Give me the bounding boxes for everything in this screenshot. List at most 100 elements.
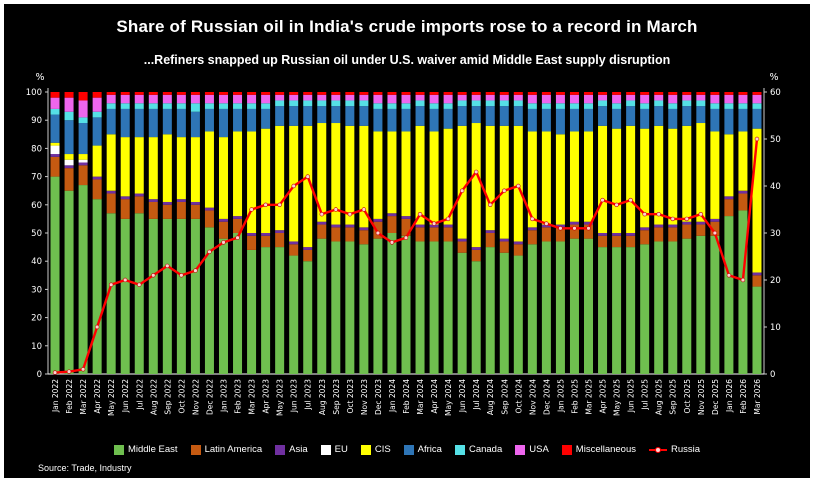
bar-segment (401, 103, 411, 109)
bar-segment (654, 227, 664, 242)
bar-segment (668, 128, 678, 225)
x-tick-label: Dec 2023 (374, 379, 383, 415)
bar-segment (598, 92, 608, 95)
bar-segment (626, 94, 636, 101)
legend-item-middle-east: Middle East (113, 444, 178, 455)
bar-segment (148, 108, 158, 138)
bar-segment (598, 233, 608, 236)
bar-segment (275, 247, 285, 374)
x-tick-label: May 2025 (613, 379, 622, 416)
bar-segment (555, 134, 565, 225)
x-tick-label: Jun 2022 (121, 379, 130, 413)
bar-segment (401, 94, 411, 104)
bar-segment (654, 100, 664, 107)
russia-line-marker (403, 235, 409, 240)
bar-segment (527, 103, 537, 109)
bar-segment (612, 233, 622, 236)
bar-segment (527, 131, 537, 228)
bar-segment (162, 204, 172, 219)
bar-segment (682, 238, 692, 374)
bar-segment (738, 92, 748, 95)
bar-segment (190, 111, 200, 138)
bar-segment (64, 120, 74, 155)
bar-segment (373, 131, 383, 219)
bar-segment (415, 94, 425, 101)
bar-segment (710, 103, 720, 109)
x-tick-label: Feb 2026 (739, 379, 748, 414)
bar-segment (317, 92, 327, 95)
bar-segment (303, 261, 313, 374)
russia-line-marker (684, 216, 689, 222)
bar-segment (471, 123, 481, 248)
x-tick-label: Mar 2024 (416, 379, 425, 415)
bar-segment (696, 106, 706, 124)
bar-segment (527, 230, 537, 245)
right-tick-label: 10 (770, 323, 781, 333)
legend-label: Miscellaneous (575, 444, 636, 455)
russia-line-marker (754, 136, 760, 142)
x-tick-label: Aug 2023 (318, 379, 327, 415)
bar-segment (373, 218, 383, 222)
bar-segment (359, 92, 369, 95)
x-tick-label: Sep 2024 (500, 379, 509, 415)
legend-swatch (454, 444, 465, 455)
x-tick-label: Feb 2024 (402, 379, 411, 414)
bar-segment (443, 227, 453, 242)
bar-segment (106, 190, 116, 194)
russia-line-marker (137, 282, 142, 287)
bar-segment (106, 108, 116, 135)
russia-line-marker (600, 197, 605, 203)
x-tick-label: Jun 2025 (627, 379, 636, 413)
bar-segment (359, 227, 369, 231)
russia-line-marker (108, 282, 114, 287)
bar-segment (429, 224, 439, 228)
bar-segment (682, 100, 692, 107)
bar-segment (738, 103, 748, 109)
bar-segment (176, 218, 186, 374)
left-tick-label: 30 (31, 285, 42, 295)
bar-segment (134, 108, 144, 138)
bar-segment (499, 241, 509, 253)
bar-segment (752, 103, 762, 109)
bar-segment (303, 106, 313, 126)
legend-label: USA (529, 444, 549, 455)
bar-segment (78, 92, 88, 101)
bar-segment (696, 235, 706, 374)
bar-segment (584, 108, 594, 132)
bar-segment (275, 106, 285, 126)
bar-segment (275, 233, 285, 248)
x-tick-label: May 2024 (444, 379, 453, 416)
bar-segment (429, 108, 439, 132)
bar-segment (373, 94, 383, 104)
bar-segment (148, 201, 158, 219)
bar-segment (78, 117, 88, 124)
legend-swatch (113, 444, 124, 455)
bar-segment (247, 94, 257, 104)
bar-segment (204, 210, 214, 228)
bar-segment (233, 94, 243, 104)
bar-segment (134, 193, 144, 197)
bar-segment (190, 92, 200, 95)
legend-label: Latin America (204, 444, 263, 455)
bar-segment (598, 100, 608, 107)
bar-segment (710, 131, 720, 219)
bar-segment (682, 224, 692, 239)
bar-segment (485, 125, 495, 231)
bar-segment (485, 100, 495, 107)
bar-segment (162, 92, 172, 95)
bar-segment (303, 125, 313, 248)
bar-segment (724, 134, 734, 197)
bar-segment (752, 94, 762, 104)
russia-line-marker (347, 212, 353, 217)
bar-segment (50, 142, 60, 146)
bar-segment (415, 227, 425, 242)
bar-segment (176, 201, 186, 219)
bar-segment (204, 108, 214, 132)
bar-segment (513, 106, 523, 126)
bar-segment (569, 238, 579, 374)
bar-segment (513, 244, 523, 256)
bar-segment (50, 154, 60, 157)
bar-segment (387, 92, 397, 95)
bar-segment (247, 131, 257, 233)
bar-segment (317, 100, 327, 107)
